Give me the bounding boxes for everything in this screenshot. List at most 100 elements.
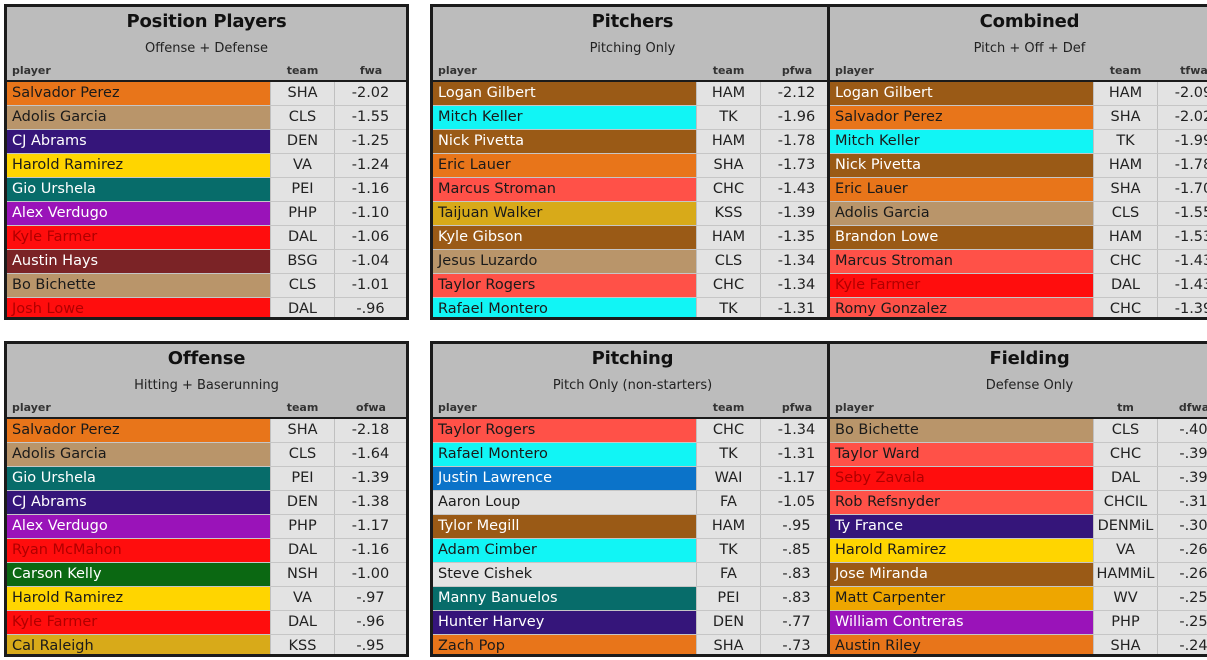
- player-name-cell: Adolis Garcia: [7, 106, 271, 129]
- value-cell: -1.01: [335, 274, 406, 297]
- value-cell: -1.55: [335, 106, 406, 129]
- table-body: Logan Gilbert HAM -2.12 Mitch Keller TK -1.96…: [433, 80, 832, 317]
- team-cell: VA: [271, 587, 335, 610]
- value-cell: -.40: [1158, 419, 1207, 442]
- value-cell: -.25: [1158, 611, 1207, 634]
- player-name-cell: Ryan McMahon: [7, 539, 271, 562]
- player-name-cell: CJ Abrams: [7, 130, 271, 153]
- table-row: Taylor Rogers CHC -1.34: [433, 274, 832, 298]
- table-row: Adam Cimber TK -.85: [433, 539, 832, 563]
- table-row: Logan Gilbert HAM -2.12: [433, 82, 832, 106]
- player-name-cell: Jose Miranda: [830, 563, 1094, 586]
- value-cell: -2.12: [761, 82, 832, 105]
- panel-title: Pitchers: [591, 11, 674, 32]
- player-name-cell: Kyle Farmer: [7, 611, 271, 634]
- table-row: Rafael Montero TK -1.31: [433, 443, 832, 467]
- team-cell: HAM: [1094, 226, 1158, 249]
- panel-title: Position Players: [126, 11, 287, 32]
- value-cell: -1.05: [761, 491, 832, 514]
- panel-position-players: Position Players Offense + Defense playe…: [4, 4, 409, 320]
- value-cell: -1.43: [1158, 274, 1207, 297]
- team-cell: CHCIL: [1094, 491, 1158, 514]
- player-name-cell: Justin Lawrence: [433, 467, 697, 490]
- column-header-row: player team fwa: [7, 62, 406, 80]
- col-team-header: team: [1109, 64, 1142, 77]
- player-name-cell: Logan Gilbert: [433, 82, 697, 105]
- team-cell: CLS: [1094, 419, 1158, 442]
- table-row: Taijuan Walker KSS -1.39: [433, 202, 832, 226]
- value-cell: -1.06: [335, 226, 406, 249]
- team-cell: KSS: [697, 202, 761, 225]
- table-row: Rafael Montero TK -1.31: [433, 298, 832, 317]
- team-cell: HAM: [697, 226, 761, 249]
- team-cell: HAM: [1094, 82, 1158, 105]
- table-body: Salvador Perez SHA -2.02 Adolis Garcia CLS -1…: [7, 80, 406, 317]
- panel-header: Pitching Pitch Only (non-starters) playe…: [433, 344, 832, 417]
- team-cell: CHC: [697, 178, 761, 201]
- player-name-cell: Nick Pivetta: [433, 130, 697, 153]
- panel-title: Fielding: [989, 348, 1070, 369]
- table-row: Gio Urshela PEI -1.39: [7, 467, 406, 491]
- team-cell: CHC: [697, 419, 761, 442]
- player-name-cell: Gio Urshela: [7, 467, 271, 490]
- team-cell: HAMMiL: [1094, 563, 1158, 586]
- team-cell: PEI: [697, 587, 761, 610]
- player-name-cell: Carson Kelly: [7, 563, 271, 586]
- team-cell: PEI: [271, 467, 335, 490]
- panel-pitching: Pitching Pitch Only (non-starters) playe…: [430, 341, 835, 657]
- value-cell: -.97: [335, 587, 406, 610]
- table-row: Zach Pop SHA -.73: [433, 635, 832, 654]
- team-cell: CLS: [271, 443, 335, 466]
- player-name-cell: Rob Refsnyder: [830, 491, 1094, 514]
- player-name-cell: Josh Lowe: [7, 298, 271, 317]
- value-cell: -1.39: [761, 202, 832, 225]
- table-row: Mitch Keller TK -1.96: [433, 106, 832, 130]
- team-cell: WAI: [697, 467, 761, 490]
- value-cell: -1.64: [335, 443, 406, 466]
- player-name-cell: Kyle Gibson: [433, 226, 697, 249]
- value-cell: -1.10: [335, 202, 406, 225]
- value-cell: -1.25: [335, 130, 406, 153]
- table-row: Austin Hays BSG -1.04: [7, 250, 406, 274]
- team-cell: PHP: [271, 202, 335, 225]
- col-player-header: player: [12, 401, 51, 414]
- value-cell: -1.78: [761, 130, 832, 153]
- value-cell: -2.09: [1158, 82, 1207, 105]
- value-cell: -.83: [761, 587, 832, 610]
- value-cell: -1.34: [761, 419, 832, 442]
- team-cell: HAM: [697, 130, 761, 153]
- value-cell: -.25: [1158, 587, 1207, 610]
- panel-header: Combined Pitch + Off + Def player team t…: [830, 7, 1207, 80]
- player-name-cell: Taylor Rogers: [433, 419, 697, 442]
- value-cell: -1.43: [1158, 250, 1207, 273]
- value-cell: -1.53: [1158, 226, 1207, 249]
- value-cell: -1.35: [761, 226, 832, 249]
- team-cell: CLS: [1094, 202, 1158, 225]
- player-name-cell: Taylor Rogers: [433, 274, 697, 297]
- player-name-cell: Austin Riley: [830, 635, 1094, 654]
- team-cell: CLS: [271, 274, 335, 297]
- table-body: Taylor Rogers CHC -1.34 Rafael Montero TK -1.…: [433, 417, 832, 654]
- team-cell: TK: [697, 298, 761, 317]
- value-cell: -1.78: [1158, 154, 1207, 177]
- team-cell: CHC: [1094, 298, 1158, 317]
- value-cell: -1.38: [335, 491, 406, 514]
- table-row: Ty France DENMiL -.30: [830, 515, 1207, 539]
- table-row: Alex Verdugo PHP -1.17: [7, 515, 406, 539]
- player-name-cell: Nick Pivetta: [830, 154, 1094, 177]
- player-name-cell: Aaron Loup: [433, 491, 697, 514]
- value-cell: -.83: [761, 563, 832, 586]
- team-cell: CHC: [1094, 250, 1158, 273]
- col-value-header: pfwa: [781, 401, 813, 414]
- player-name-cell: Cal Raleigh: [7, 635, 271, 654]
- team-cell: DAL: [271, 611, 335, 634]
- team-cell: FA: [697, 491, 761, 514]
- team-cell: VA: [1094, 539, 1158, 562]
- player-name-cell: Mitch Keller: [433, 106, 697, 129]
- column-header-row: player team pfwa: [433, 399, 832, 417]
- player-name-cell: Austin Hays: [7, 250, 271, 273]
- team-cell: HAM: [697, 82, 761, 105]
